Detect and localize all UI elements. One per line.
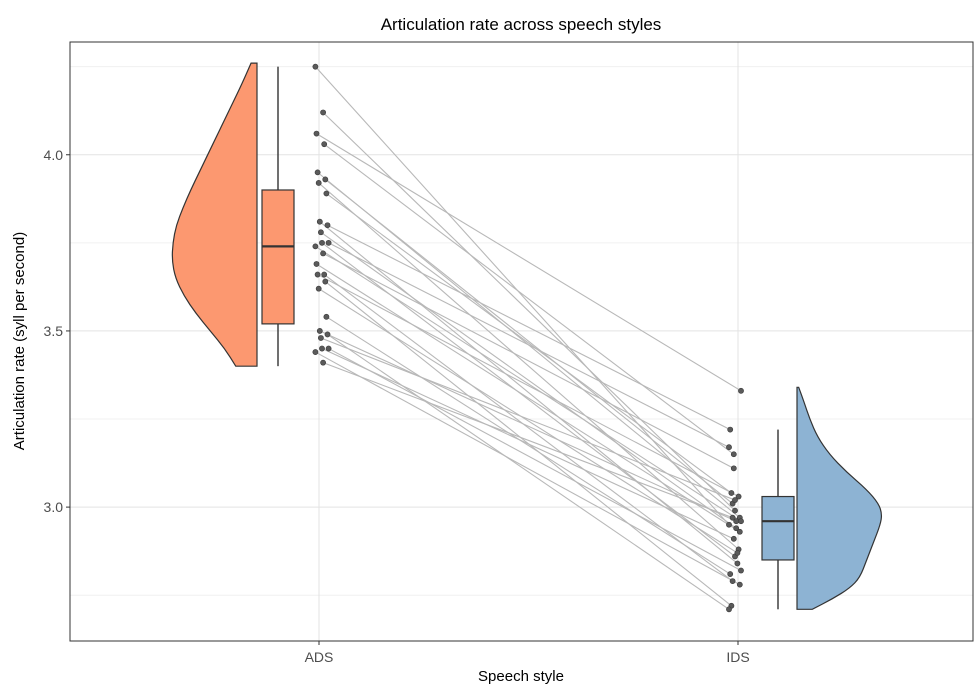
point-ids xyxy=(729,578,736,584)
axes: 3.0 3.5 4.0 ADS IDS xyxy=(44,147,750,665)
pair-line xyxy=(318,182,739,550)
pair-line xyxy=(322,362,733,519)
pair-line xyxy=(314,66,730,526)
boxplot-ads xyxy=(261,66,295,367)
point-ids xyxy=(727,426,734,433)
point-ads xyxy=(320,109,326,116)
point-ads xyxy=(315,180,322,186)
point-ids xyxy=(732,497,738,503)
y-tick-label: 3.5 xyxy=(44,323,64,339)
point-ids xyxy=(736,528,743,535)
density-clouds xyxy=(171,62,883,610)
point-ads xyxy=(317,229,324,236)
pair-line xyxy=(321,348,735,540)
point-ads xyxy=(322,278,329,285)
point-ids xyxy=(738,567,744,574)
point-ads xyxy=(322,176,329,183)
point-ads xyxy=(313,261,320,267)
pair-line xyxy=(320,231,737,529)
point-ids xyxy=(733,518,740,525)
point-ids xyxy=(732,507,738,514)
point-ids xyxy=(738,387,744,394)
boxplot-ids xyxy=(761,429,795,610)
pair-line xyxy=(318,288,738,554)
pair-line xyxy=(326,316,731,575)
point-ads xyxy=(319,345,325,352)
pair-line xyxy=(323,274,733,582)
boxplots xyxy=(261,66,795,610)
point-ads xyxy=(325,239,332,246)
box-iqr xyxy=(261,189,295,325)
point-ids xyxy=(733,525,740,532)
point-ids xyxy=(726,521,732,528)
density-ads xyxy=(171,62,258,367)
point-ads xyxy=(321,271,328,278)
point-ids xyxy=(734,550,741,556)
y-tick-label: 4.0 xyxy=(44,147,64,163)
x-axis-title: Speech style xyxy=(478,668,564,685)
pair-line xyxy=(320,337,736,501)
paired-lines xyxy=(314,66,742,610)
point-ads xyxy=(316,218,323,225)
point-ads xyxy=(315,285,322,292)
point-ids xyxy=(727,571,734,577)
pair-line xyxy=(324,178,733,505)
point-ads xyxy=(314,271,321,278)
y-tick-label: 3.0 xyxy=(44,499,64,515)
x-tick-label: IDS xyxy=(726,649,749,665)
point-ids xyxy=(726,606,732,613)
point-ads xyxy=(313,130,320,137)
pair-line xyxy=(323,143,735,455)
pair-line xyxy=(321,242,736,557)
point-ads xyxy=(312,63,319,70)
pair-line xyxy=(328,348,742,572)
point-ids xyxy=(730,465,737,472)
observation-points xyxy=(312,63,744,613)
pair-line xyxy=(315,351,741,586)
pair-line xyxy=(316,133,742,392)
point-ads xyxy=(325,345,332,352)
point-ads xyxy=(317,335,324,341)
point-ids xyxy=(728,490,735,496)
point-ids xyxy=(735,493,742,500)
pair-line xyxy=(326,193,732,494)
point-ids xyxy=(734,560,741,567)
point-ads xyxy=(324,331,331,338)
point-ads xyxy=(312,243,319,250)
chart-title: Articulation rate across speech styles xyxy=(381,15,662,34)
pair-line xyxy=(316,263,741,533)
point-ads xyxy=(323,313,330,320)
point-ads xyxy=(314,169,321,176)
x-tick-label: ADS xyxy=(305,649,334,665)
point-ids xyxy=(738,518,744,525)
point-ids xyxy=(730,451,737,458)
pair-line xyxy=(322,112,736,512)
point-ids xyxy=(726,444,732,451)
point-ads xyxy=(324,222,331,229)
box-iqr xyxy=(761,495,795,561)
point-ads xyxy=(316,328,323,334)
pair-line xyxy=(315,245,742,522)
point-ads xyxy=(323,190,330,197)
pair-line xyxy=(322,252,735,469)
density-ids xyxy=(796,386,883,610)
point-ids xyxy=(730,535,737,542)
point-ads xyxy=(319,239,325,246)
y-axis-title: Articulation rate (syll per second) xyxy=(11,232,28,450)
pair-line xyxy=(319,330,737,522)
pair-line xyxy=(327,333,730,610)
point-ads xyxy=(312,349,319,355)
pair-line xyxy=(317,274,739,498)
pair-line xyxy=(319,221,738,564)
point-ids xyxy=(729,514,736,521)
point-ads xyxy=(321,141,328,148)
pair-line xyxy=(327,224,731,431)
plot-panel-border xyxy=(69,41,974,642)
point-ads xyxy=(320,359,326,366)
pair-line xyxy=(328,242,730,448)
point-ads xyxy=(320,250,326,257)
point-ids xyxy=(736,581,743,588)
